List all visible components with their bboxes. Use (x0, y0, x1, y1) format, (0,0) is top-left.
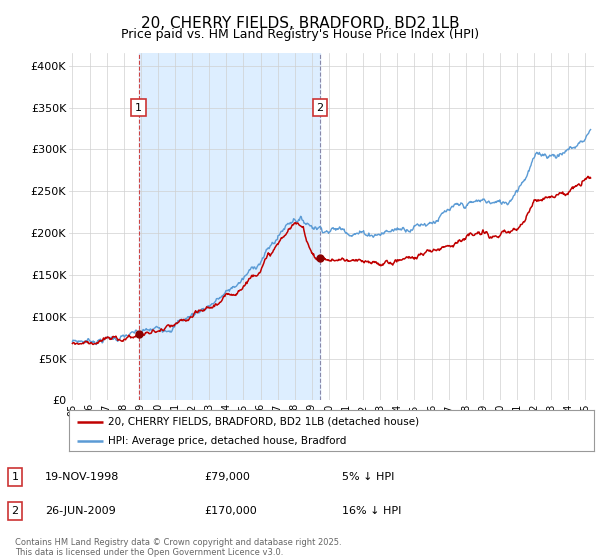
Text: 5% ↓ HPI: 5% ↓ HPI (342, 472, 394, 482)
Text: Contains HM Land Registry data © Crown copyright and database right 2025.
This d: Contains HM Land Registry data © Crown c… (15, 538, 341, 557)
Text: 20, CHERRY FIELDS, BRADFORD, BD2 1LB: 20, CHERRY FIELDS, BRADFORD, BD2 1LB (140, 16, 460, 31)
Text: 1: 1 (135, 102, 142, 113)
Text: 26-JUN-2009: 26-JUN-2009 (45, 506, 116, 516)
Text: 1: 1 (11, 472, 19, 482)
Text: 16% ↓ HPI: 16% ↓ HPI (342, 506, 401, 516)
Text: 19-NOV-1998: 19-NOV-1998 (45, 472, 119, 482)
Text: HPI: Average price, detached house, Bradford: HPI: Average price, detached house, Brad… (109, 436, 347, 446)
Text: £79,000: £79,000 (204, 472, 250, 482)
Bar (139, 53, 320, 400)
Text: 2: 2 (316, 102, 323, 113)
Text: £170,000: £170,000 (204, 506, 257, 516)
Text: 2: 2 (11, 506, 19, 516)
Text: 20, CHERRY FIELDS, BRADFORD, BD2 1LB (detached house): 20, CHERRY FIELDS, BRADFORD, BD2 1LB (de… (109, 417, 419, 427)
Text: Price paid vs. HM Land Registry's House Price Index (HPI): Price paid vs. HM Land Registry's House … (121, 28, 479, 41)
